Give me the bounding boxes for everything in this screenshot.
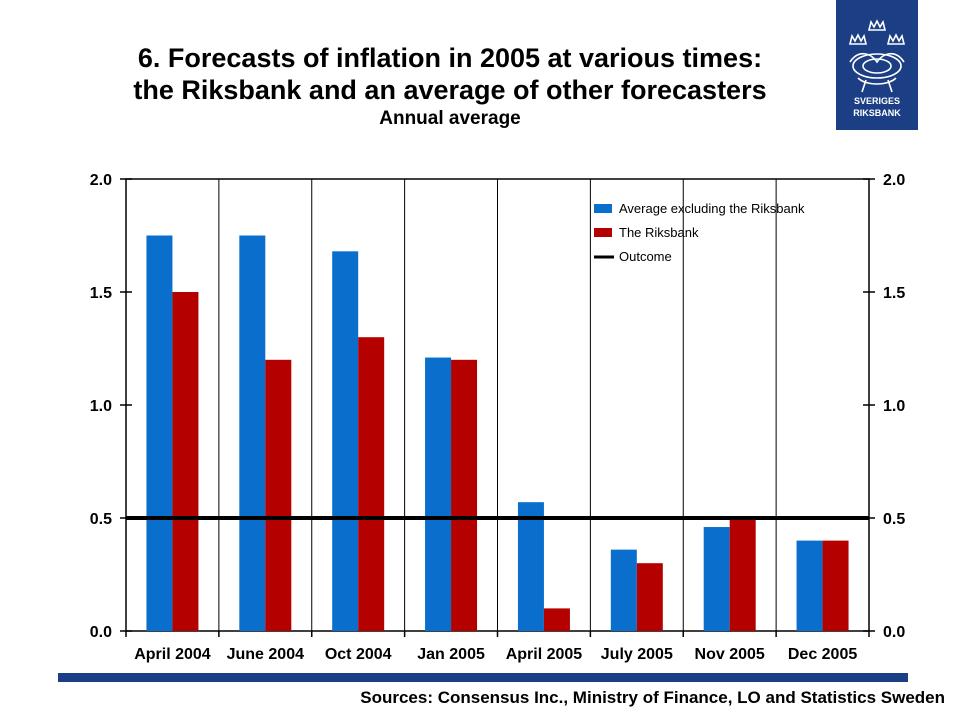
footer-divider	[58, 673, 908, 682]
riksbank-logo: SVERIGES RIKSBANK	[836, 0, 918, 130]
title-line-2: the Riksbank and an average of other for…	[133, 75, 767, 105]
bar-average	[610, 549, 637, 631]
x-category-label: Nov 2005	[695, 646, 765, 663]
legend-label-average: Average excluding the Riksbank	[619, 201, 805, 216]
legend-swatch-average	[594, 204, 612, 213]
sources-note: Sources: Consensus Inc., Ministry of Fin…	[360, 688, 945, 707]
bar-riksbank	[636, 563, 663, 631]
y-tick-label-left: 0.5	[90, 511, 112, 528]
y-tick-label-right: 1.5	[883, 285, 905, 302]
y-tick-label-right: 1.0	[883, 398, 905, 415]
bar-average	[146, 235, 173, 631]
logo-text-line2: RIKSBANK	[853, 108, 901, 118]
bar-riksbank	[729, 518, 756, 631]
riksbank-crest-icon: SVERIGES RIKSBANK	[848, 19, 906, 118]
y-tick-label-right: 2.0	[883, 172, 905, 189]
title-line-1: 6. Forecasts of inflation in 2005 at var…	[137, 43, 763, 73]
y-tick-label-right: 0.5	[883, 511, 905, 528]
bar-average	[796, 540, 823, 631]
bar-average	[239, 235, 266, 631]
bar-average	[703, 527, 730, 631]
y-tick-label-left: 1.5	[90, 285, 112, 302]
y-tick-label-left: 0.0	[90, 624, 112, 641]
x-category-label: Jan 2005	[417, 646, 485, 663]
x-category-label: April 2005	[506, 646, 583, 663]
x-category-label: Oct 2004	[325, 646, 392, 663]
y-tick-label-left: 2.0	[90, 172, 112, 189]
x-category-label: June 2004	[227, 646, 304, 663]
bar-average	[332, 251, 359, 631]
bar-riksbank	[265, 359, 292, 631]
bar-riksbank	[543, 608, 570, 631]
x-category-label: July 2005	[601, 646, 673, 663]
x-category-label: April 2004	[134, 646, 211, 663]
legend-label-riksbank: The Riksbank	[619, 225, 699, 240]
bar-riksbank	[358, 337, 385, 631]
legend-swatch-riksbank	[594, 228, 612, 237]
x-category-label: Dec 2005	[788, 646, 857, 663]
bar-riksbank	[451, 359, 478, 631]
bar-riksbank	[822, 540, 849, 631]
y-tick-label-right: 0.0	[883, 624, 905, 641]
bar-average	[517, 502, 544, 631]
chart-subtitle: Annual average	[379, 108, 521, 129]
legend-label-outcome: Outcome	[619, 249, 672, 264]
chart-title: 6. Forecasts of inflation in 2005 at var…	[0, 42, 900, 132]
logo-text-line1: SVERIGES	[854, 96, 900, 106]
bar-average	[425, 357, 452, 631]
bar-riksbank	[172, 292, 199, 631]
y-tick-label-left: 1.0	[90, 398, 112, 415]
